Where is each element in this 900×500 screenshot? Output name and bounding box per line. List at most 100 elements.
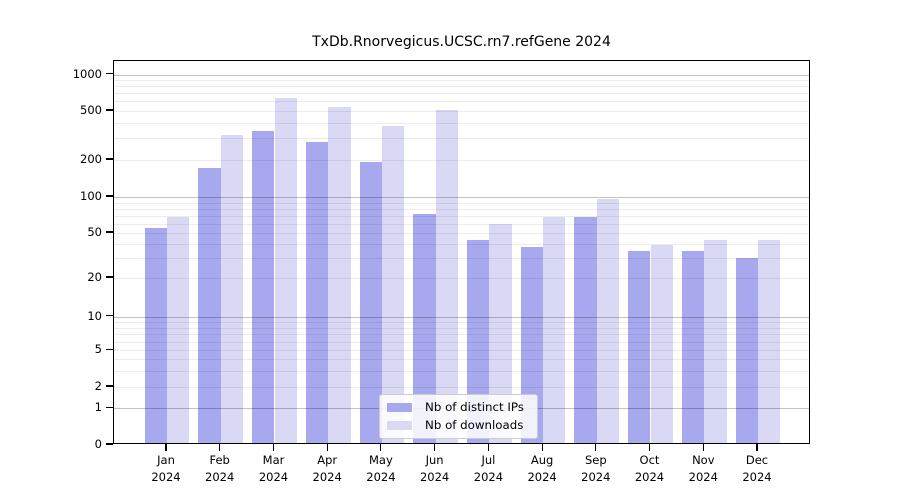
x-tick-month: Aug (530, 453, 554, 467)
bar-distinct-ips (467, 239, 490, 443)
bar-distinct-ips (681, 251, 705, 443)
x-tick-year: 2024 (473, 469, 504, 484)
bar-downloads (167, 216, 190, 443)
minor-gridline (114, 327, 809, 329)
y-tick-label: 5 (94, 342, 102, 357)
plot-area: Nb of distinct IPs Nb of downloads (113, 60, 810, 444)
minor-gridline (114, 80, 809, 82)
x-tick-month: Sep (584, 453, 607, 467)
legend-swatch-distinct-ips (387, 403, 412, 412)
bar-downloads (543, 217, 566, 443)
x-tick-mark (595, 444, 597, 451)
x-tick-year: 2024 (258, 469, 289, 484)
x-tick-year: 2024 (581, 469, 611, 484)
y-tick-label: 2 (94, 379, 102, 393)
x-tick-mark (272, 444, 275, 451)
y-tick-label: 1 (94, 400, 102, 415)
x-tick-month: Jul (481, 453, 496, 467)
x-tick-month: May (369, 453, 393, 467)
bar-downloads (650, 244, 673, 443)
y-tick-mark (106, 158, 113, 160)
x-tick-label: Oct 2024 (618, 452, 682, 485)
bar-downloads (704, 239, 727, 443)
minor-gridline (114, 233, 809, 234)
minor-gridline (114, 208, 809, 210)
y-tick-label: 10 (87, 308, 102, 323)
x-tick-month: Dec (745, 453, 769, 467)
y-tick-label: 20 (87, 270, 102, 284)
bar-distinct-ips (359, 161, 382, 443)
x-tick-year: 2024 (634, 469, 665, 484)
y-tick-mark (106, 348, 113, 350)
x-tick-year: 2024 (312, 469, 342, 484)
x-tick-month: Apr (317, 453, 338, 467)
bar-downloads (596, 199, 620, 443)
minor-gridline (114, 321, 809, 323)
x-tick-month: Oct (639, 453, 660, 467)
minor-gridline (114, 278, 809, 279)
x-tick-label: Jan 2024 (134, 452, 198, 485)
y-tick-mark (106, 385, 113, 387)
x-tick-mark (541, 444, 543, 451)
minor-gridline (114, 334, 809, 335)
x-tick-mark (380, 444, 382, 451)
x-tick-mark (165, 444, 167, 451)
x-tick-label: Mar 2024 (242, 452, 306, 485)
minor-gridline (114, 138, 809, 140)
minor-gridline (114, 359, 809, 361)
legend-item-distinct-ips: Nb of distinct IPs (387, 401, 524, 414)
bar-downloads (758, 239, 781, 443)
x-tick-mark (326, 444, 328, 451)
y-tick-label: 0 (94, 437, 102, 451)
minor-gridline (114, 258, 809, 260)
legend-label-downloads: Nb of downloads (425, 418, 524, 432)
legend-swatch-downloads (387, 421, 412, 430)
x-tick-month: Feb (209, 453, 230, 467)
minor-gridline (114, 111, 809, 112)
bar-distinct-ips (252, 131, 275, 443)
y-tick-mark (106, 276, 113, 278)
x-tick-month: Mar (262, 453, 285, 467)
x-tick-label: Dec 2024 (725, 452, 789, 485)
x-tick-year: 2024 (688, 469, 718, 484)
y-tick-mark (106, 109, 113, 111)
major-gridline (114, 74, 809, 76)
minor-gridline (114, 202, 809, 204)
minor-gridline (114, 160, 809, 161)
x-tick-label: Feb 2024 (188, 452, 252, 485)
y-tick-label: 50 (87, 225, 102, 239)
legend-label-distinct-ips: Nb of distinct IPs (425, 400, 524, 414)
x-tick-month: Jan (157, 453, 175, 467)
major-gridline (114, 197, 809, 198)
minor-gridline (114, 350, 809, 352)
x-tick-mark (756, 444, 758, 451)
minor-gridline (114, 93, 809, 95)
y-tick-mark (106, 195, 113, 197)
y-tick-mark (106, 443, 113, 445)
bar-downloads (435, 110, 458, 443)
minor-gridline (114, 341, 809, 343)
x-tick-label: Jun 2024 (403, 452, 467, 485)
bar-downloads (220, 135, 244, 443)
x-tick-mark (434, 444, 436, 451)
x-tick-mark (487, 444, 489, 451)
bar-distinct-ips (628, 251, 651, 443)
bar-distinct-ips (198, 167, 221, 443)
y-tick-label: 100 (80, 189, 102, 203)
minor-gridline (114, 244, 809, 245)
bar-distinct-ips (574, 216, 597, 443)
minor-gridline (114, 101, 809, 103)
x-tick-mark (648, 444, 651, 451)
y-tick-label: 200 (80, 152, 102, 166)
minor-gridline (114, 370, 809, 372)
y-tick-label: 1000 (72, 66, 102, 81)
bar-downloads (274, 97, 297, 443)
x-tick-label: May 2024 (349, 452, 413, 485)
minor-gridline (114, 387, 809, 388)
bar-distinct-ips (144, 228, 167, 443)
minor-gridline (114, 122, 809, 124)
x-tick-year: 2024 (151, 469, 181, 484)
x-tick-year: 2024 (742, 469, 772, 484)
minor-gridline (114, 215, 809, 217)
